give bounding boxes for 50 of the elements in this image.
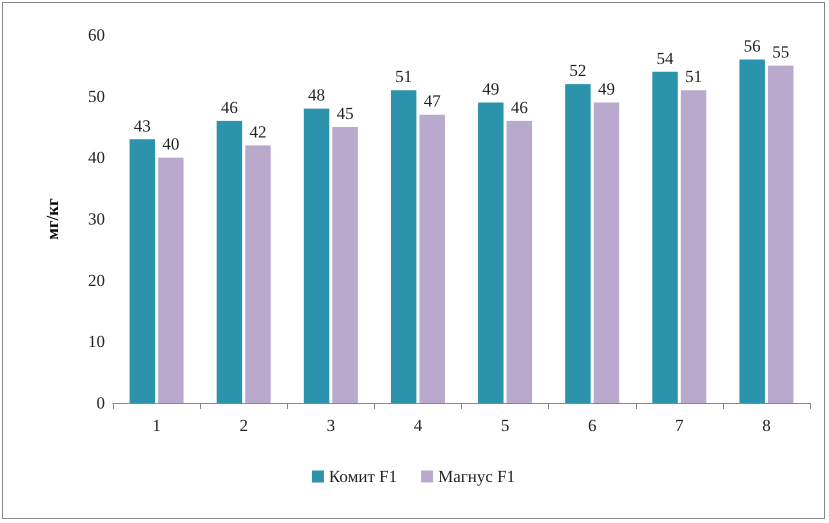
data-label: 56 xyxy=(744,36,761,56)
y-tick-label: 40 xyxy=(88,148,105,168)
x-tick-label: 1 xyxy=(152,416,161,435)
bar xyxy=(652,72,678,403)
data-label: 40 xyxy=(162,134,180,154)
data-label: 43 xyxy=(134,116,151,136)
data-label: 49 xyxy=(598,79,615,98)
bar xyxy=(680,90,706,403)
y-axis-title: мг/кг xyxy=(43,198,62,240)
bar xyxy=(245,145,271,403)
bar xyxy=(130,139,156,403)
y-tick-label: 60 xyxy=(88,26,105,44)
data-label: 46 xyxy=(510,98,528,117)
y-tick-label: 0 xyxy=(96,394,105,412)
y-tick-label: 50 xyxy=(88,86,105,106)
bar xyxy=(506,120,532,403)
bar xyxy=(768,66,794,403)
y-tick-label: 20 xyxy=(88,270,105,290)
y-tick-label: 10 xyxy=(88,332,105,352)
x-tick-label: 8 xyxy=(762,416,771,435)
data-label: 55 xyxy=(772,42,790,62)
bar xyxy=(216,120,242,403)
bar xyxy=(158,158,184,403)
bar xyxy=(478,102,504,403)
bar xyxy=(419,114,445,403)
x-tick-label: 3 xyxy=(326,416,336,435)
data-label: 54 xyxy=(656,48,674,68)
data-label: 46 xyxy=(220,98,238,117)
x-tick-label: 2 xyxy=(239,416,248,435)
bar xyxy=(594,102,620,403)
x-tick-label: 6 xyxy=(588,416,596,435)
x-tick-label: 5 xyxy=(500,416,510,435)
x-tick-label: 4 xyxy=(414,416,423,435)
bar xyxy=(565,84,591,403)
bar xyxy=(390,90,416,403)
data-label: 42 xyxy=(249,122,266,142)
data-label: 51 xyxy=(395,67,412,86)
x-tick-label: 7 xyxy=(675,416,684,435)
data-label: 47 xyxy=(424,92,442,111)
data-label: 49 xyxy=(482,79,500,98)
bar xyxy=(739,60,765,403)
legend-label: Комит F1 xyxy=(328,467,398,486)
y-tick-label: 30 xyxy=(88,210,105,228)
data-label: 51 xyxy=(685,67,702,86)
data-label: 52 xyxy=(569,61,586,80)
bar xyxy=(332,127,358,403)
bar xyxy=(304,108,330,403)
data-label: 48 xyxy=(308,86,326,105)
legend-label: Магнус F1 xyxy=(438,467,516,486)
data-label: 45 xyxy=(336,104,354,123)
